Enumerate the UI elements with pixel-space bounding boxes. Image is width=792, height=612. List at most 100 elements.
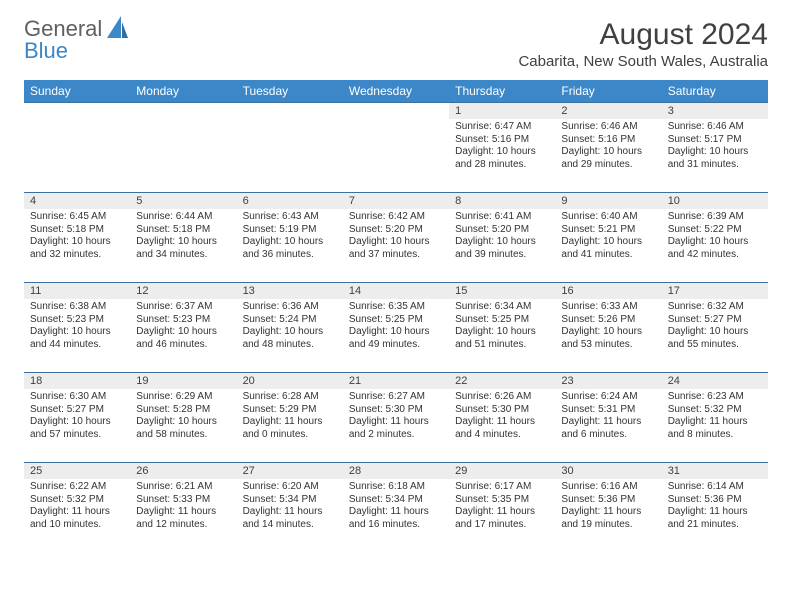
day-info: Sunrise: 6:46 AMSunset: 5:17 PMDaylight:… — [662, 119, 768, 175]
calendar-day-cell: 20Sunrise: 6:28 AMSunset: 5:29 PMDayligh… — [237, 373, 343, 463]
calendar-week-row: 18Sunrise: 6:30 AMSunset: 5:27 PMDayligh… — [24, 373, 768, 463]
day-number: 21 — [343, 373, 449, 389]
calendar-day-cell — [237, 103, 343, 193]
day-number — [24, 103, 130, 107]
day-info: Sunrise: 6:21 AMSunset: 5:33 PMDaylight:… — [130, 479, 236, 535]
location-subtitle: Cabarita, New South Wales, Australia — [518, 53, 768, 70]
day-info: Sunrise: 6:47 AMSunset: 5:16 PMDaylight:… — [449, 119, 555, 175]
month-year-title: August 2024 — [518, 18, 768, 51]
calendar-day-cell: 25Sunrise: 6:22 AMSunset: 5:32 PMDayligh… — [24, 463, 130, 553]
day-info: Sunrise: 6:22 AMSunset: 5:32 PMDaylight:… — [24, 479, 130, 535]
calendar-day-cell: 15Sunrise: 6:34 AMSunset: 5:25 PMDayligh… — [449, 283, 555, 373]
weekday-header: Saturday — [662, 80, 768, 103]
calendar-day-cell: 14Sunrise: 6:35 AMSunset: 5:25 PMDayligh… — [343, 283, 449, 373]
day-info: Sunrise: 6:18 AMSunset: 5:34 PMDaylight:… — [343, 479, 449, 535]
day-info: Sunrise: 6:36 AMSunset: 5:24 PMDaylight:… — [237, 299, 343, 355]
calendar-page: General Blue August 2024 Cabarita, New S… — [0, 0, 792, 571]
day-info: Sunrise: 6:24 AMSunset: 5:31 PMDaylight:… — [555, 389, 661, 445]
day-number — [130, 103, 236, 107]
day-number: 30 — [555, 463, 661, 479]
calendar-day-cell: 16Sunrise: 6:33 AMSunset: 5:26 PMDayligh… — [555, 283, 661, 373]
calendar-day-cell: 28Sunrise: 6:18 AMSunset: 5:34 PMDayligh… — [343, 463, 449, 553]
day-number: 23 — [555, 373, 661, 389]
weekday-header: Tuesday — [237, 80, 343, 103]
weekday-header: Sunday — [24, 80, 130, 103]
day-info: Sunrise: 6:40 AMSunset: 5:21 PMDaylight:… — [555, 209, 661, 265]
day-number: 24 — [662, 373, 768, 389]
day-number: 28 — [343, 463, 449, 479]
calendar-week-row: 4Sunrise: 6:45 AMSunset: 5:18 PMDaylight… — [24, 193, 768, 283]
day-number: 10 — [662, 193, 768, 209]
day-number: 29 — [449, 463, 555, 479]
day-number: 25 — [24, 463, 130, 479]
day-info: Sunrise: 6:29 AMSunset: 5:28 PMDaylight:… — [130, 389, 236, 445]
day-number: 17 — [662, 283, 768, 299]
day-info: Sunrise: 6:42 AMSunset: 5:20 PMDaylight:… — [343, 209, 449, 265]
weekday-header-row: SundayMondayTuesdayWednesdayThursdayFrid… — [24, 80, 768, 103]
day-number — [237, 103, 343, 107]
day-number: 19 — [130, 373, 236, 389]
day-info: Sunrise: 6:41 AMSunset: 5:20 PMDaylight:… — [449, 209, 555, 265]
day-info: Sunrise: 6:17 AMSunset: 5:35 PMDaylight:… — [449, 479, 555, 535]
calendar-week-row: 11Sunrise: 6:38 AMSunset: 5:23 PMDayligh… — [24, 283, 768, 373]
calendar-day-cell: 13Sunrise: 6:36 AMSunset: 5:24 PMDayligh… — [237, 283, 343, 373]
page-header: General Blue August 2024 Cabarita, New S… — [24, 18, 768, 70]
day-number: 15 — [449, 283, 555, 299]
day-info: Sunrise: 6:43 AMSunset: 5:19 PMDaylight:… — [237, 209, 343, 265]
day-info: Sunrise: 6:20 AMSunset: 5:34 PMDaylight:… — [237, 479, 343, 535]
day-info: Sunrise: 6:16 AMSunset: 5:36 PMDaylight:… — [555, 479, 661, 535]
day-number — [343, 103, 449, 107]
calendar-week-row: 1Sunrise: 6:47 AMSunset: 5:16 PMDaylight… — [24, 103, 768, 193]
day-info: Sunrise: 6:28 AMSunset: 5:29 PMDaylight:… — [237, 389, 343, 445]
calendar-day-cell: 1Sunrise: 6:47 AMSunset: 5:16 PMDaylight… — [449, 103, 555, 193]
calendar-day-cell: 3Sunrise: 6:46 AMSunset: 5:17 PMDaylight… — [662, 103, 768, 193]
calendar-day-cell: 21Sunrise: 6:27 AMSunset: 5:30 PMDayligh… — [343, 373, 449, 463]
title-block: August 2024 Cabarita, New South Wales, A… — [518, 18, 768, 70]
day-number: 16 — [555, 283, 661, 299]
day-info: Sunrise: 6:34 AMSunset: 5:25 PMDaylight:… — [449, 299, 555, 355]
day-number: 2 — [555, 103, 661, 119]
calendar-day-cell: 30Sunrise: 6:16 AMSunset: 5:36 PMDayligh… — [555, 463, 661, 553]
day-number: 9 — [555, 193, 661, 209]
day-number: 8 — [449, 193, 555, 209]
day-number: 26 — [130, 463, 236, 479]
calendar-day-cell: 4Sunrise: 6:45 AMSunset: 5:18 PMDaylight… — [24, 193, 130, 283]
day-number: 14 — [343, 283, 449, 299]
calendar-day-cell: 5Sunrise: 6:44 AMSunset: 5:18 PMDaylight… — [130, 193, 236, 283]
day-info: Sunrise: 6:38 AMSunset: 5:23 PMDaylight:… — [24, 299, 130, 355]
day-info: Sunrise: 6:44 AMSunset: 5:18 PMDaylight:… — [130, 209, 236, 265]
day-info: Sunrise: 6:33 AMSunset: 5:26 PMDaylight:… — [555, 299, 661, 355]
weekday-header: Friday — [555, 80, 661, 103]
brand-line1: General — [24, 18, 102, 40]
calendar-day-cell: 12Sunrise: 6:37 AMSunset: 5:23 PMDayligh… — [130, 283, 236, 373]
day-number: 20 — [237, 373, 343, 389]
calendar-week-row: 25Sunrise: 6:22 AMSunset: 5:32 PMDayligh… — [24, 463, 768, 553]
day-number: 5 — [130, 193, 236, 209]
day-info: Sunrise: 6:23 AMSunset: 5:32 PMDaylight:… — [662, 389, 768, 445]
day-number: 11 — [24, 283, 130, 299]
day-number: 6 — [237, 193, 343, 209]
weekday-header: Thursday — [449, 80, 555, 103]
day-info: Sunrise: 6:30 AMSunset: 5:27 PMDaylight:… — [24, 389, 130, 445]
day-info: Sunrise: 6:39 AMSunset: 5:22 PMDaylight:… — [662, 209, 768, 265]
calendar-day-cell: 23Sunrise: 6:24 AMSunset: 5:31 PMDayligh… — [555, 373, 661, 463]
day-info: Sunrise: 6:14 AMSunset: 5:36 PMDaylight:… — [662, 479, 768, 535]
calendar-day-cell: 7Sunrise: 6:42 AMSunset: 5:20 PMDaylight… — [343, 193, 449, 283]
day-number: 22 — [449, 373, 555, 389]
day-info: Sunrise: 6:26 AMSunset: 5:30 PMDaylight:… — [449, 389, 555, 445]
calendar-day-cell: 18Sunrise: 6:30 AMSunset: 5:27 PMDayligh… — [24, 373, 130, 463]
calendar-day-cell: 6Sunrise: 6:43 AMSunset: 5:19 PMDaylight… — [237, 193, 343, 283]
day-number: 4 — [24, 193, 130, 209]
calendar-day-cell: 29Sunrise: 6:17 AMSunset: 5:35 PMDayligh… — [449, 463, 555, 553]
calendar-day-cell — [130, 103, 236, 193]
day-number: 1 — [449, 103, 555, 119]
calendar-day-cell: 31Sunrise: 6:14 AMSunset: 5:36 PMDayligh… — [662, 463, 768, 553]
calendar-table: SundayMondayTuesdayWednesdayThursdayFrid… — [24, 80, 768, 553]
brand-logo: General Blue — [24, 18, 128, 62]
calendar-day-cell — [24, 103, 130, 193]
calendar-day-cell: 19Sunrise: 6:29 AMSunset: 5:28 PMDayligh… — [130, 373, 236, 463]
weekday-header: Monday — [130, 80, 236, 103]
calendar-day-cell: 8Sunrise: 6:41 AMSunset: 5:20 PMDaylight… — [449, 193, 555, 283]
calendar-day-cell: 10Sunrise: 6:39 AMSunset: 5:22 PMDayligh… — [662, 193, 768, 283]
day-info: Sunrise: 6:27 AMSunset: 5:30 PMDaylight:… — [343, 389, 449, 445]
